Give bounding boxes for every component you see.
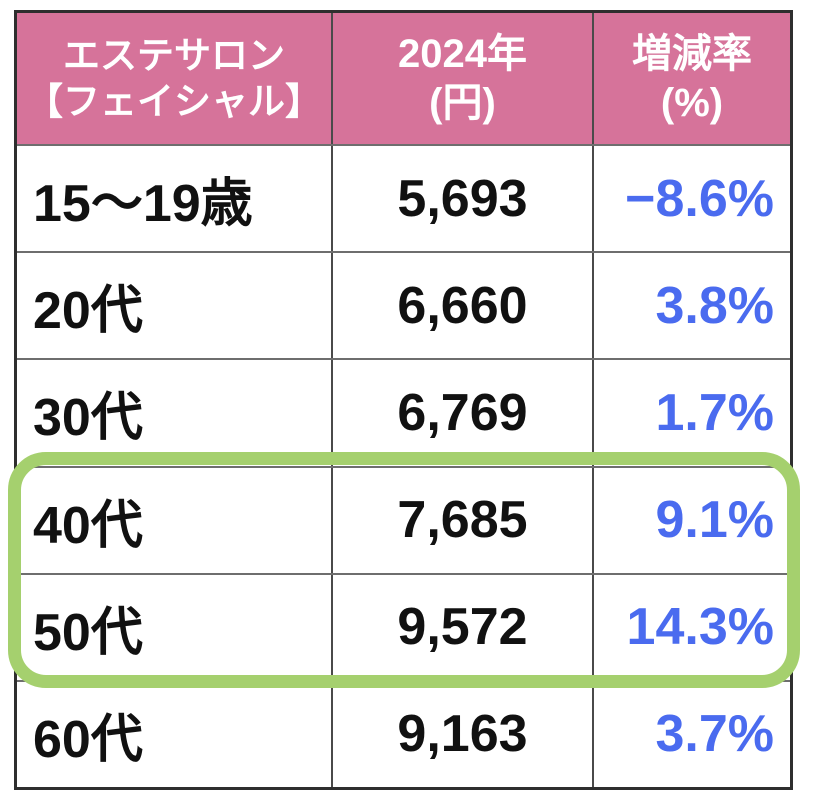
header-year-line2: (円)	[429, 80, 496, 125]
header-category-line2: 【フェイシャル】	[26, 80, 322, 122]
table-row-40s-highlighted: 40代 7,685 9.1%	[17, 465, 790, 573]
age-label: 20代	[33, 282, 143, 341]
price-value: 5,693	[331, 146, 592, 252]
price-value: 7,685	[331, 467, 592, 573]
age-label: 60代	[33, 710, 143, 769]
header-year-line1: 2024年	[398, 31, 527, 76]
age-label: 40代	[33, 496, 143, 555]
rate-value: 14.3%	[592, 574, 790, 680]
price-value: 9,572	[331, 574, 592, 680]
header-rate-line2: (%)	[660, 80, 724, 125]
age-label: 15〜19歳	[33, 175, 253, 234]
header-rate-line1: 増減率	[632, 31, 752, 76]
table-row-20s: 20代 6,660 3.8%	[17, 251, 790, 359]
table-row-50s-highlighted: 50代 9,572 14.3%	[17, 572, 790, 680]
header-category-line1: エステサロン	[63, 35, 285, 77]
price-value: 9,163	[331, 681, 592, 788]
age-label: 30代	[33, 389, 143, 448]
table-header-row: エステサロン 【フェイシャル】 2024年 (円) 増減率 (%)	[17, 13, 790, 144]
rate-value: 1.7%	[592, 360, 790, 466]
header-category-cell: エステサロン 【フェイシャル】	[17, 13, 331, 144]
table-row-15-19: 15〜19歳 5,693 −8.6%	[17, 144, 790, 252]
table-row-30s: 30代 6,769 1.7%	[17, 358, 790, 466]
price-value: 6,660	[331, 253, 592, 359]
price-value: 6,769	[331, 360, 592, 466]
rate-value: 3.7%	[592, 681, 790, 788]
header-rate-cell: 増減率 (%)	[592, 13, 790, 144]
table-row-60s: 60代 9,163 3.7%	[17, 679, 790, 788]
price-table: エステサロン 【フェイシャル】 2024年 (円) 増減率 (%) 15〜19歳…	[14, 10, 793, 790]
header-year-cell: 2024年 (円)	[331, 13, 592, 144]
age-label: 50代	[33, 603, 143, 662]
rate-value: 3.8%	[592, 253, 790, 359]
rate-value: 9.1%	[592, 467, 790, 573]
rate-value: −8.6%	[592, 146, 790, 252]
